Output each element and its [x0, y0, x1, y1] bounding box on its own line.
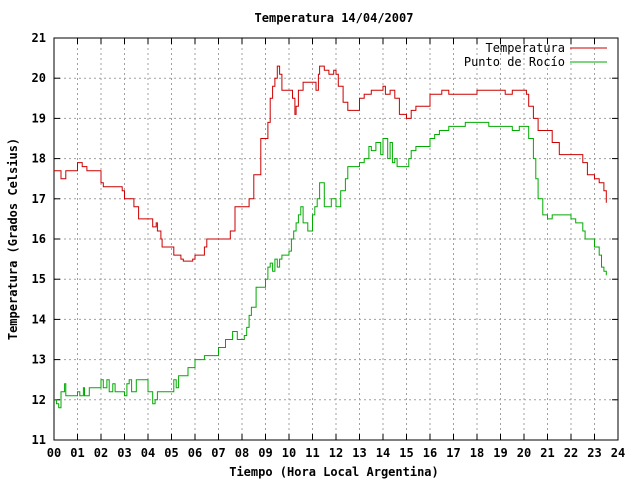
x-tick-label: 08: [235, 446, 249, 460]
y-tick-label: 13: [32, 353, 46, 367]
legend-label-temperatura: Temperatura: [486, 41, 565, 55]
y-tick-label: 18: [32, 152, 46, 166]
chart-title: Temperatura 14/04/2007: [255, 11, 414, 25]
x-tick-label: 13: [352, 446, 366, 460]
y-axis-label: Temperatura (Grados Celsius): [6, 138, 20, 340]
legend-label-punto-de-rocio: Punto de Rocío: [464, 55, 565, 69]
x-tick-label: 03: [117, 446, 131, 460]
x-tick-label: 17: [446, 446, 460, 460]
x-tick-label: 02: [94, 446, 108, 460]
x-tick-label: 10: [282, 446, 296, 460]
legend: Temperatura Punto de Rocío: [464, 41, 607, 69]
x-tick-label: 15: [399, 446, 413, 460]
x-tick-label: 18: [470, 446, 484, 460]
series-line-punto-de-rocio: [54, 121, 607, 409]
x-tick-label: 09: [258, 446, 272, 460]
y-axis: 11 12 13 14 15 16 17 18 19 20 21: [32, 31, 618, 447]
y-tick-label: 12: [32, 393, 46, 407]
y-tick-label: 11: [32, 433, 46, 447]
y-tick-label: 15: [32, 272, 46, 286]
x-axis: 00 01 02 03 04 05 06 07 08 09 10 11 12 13 14 15 16 17 18 19…: [47, 38, 625, 460]
x-tick-label: 05: [164, 446, 178, 460]
x-tick-label: 23: [587, 446, 601, 460]
y-tick-label: 21: [32, 31, 46, 45]
series-line-temperatura: [54, 65, 607, 262]
y-tick-label: 14: [32, 312, 46, 326]
x-tick-label: 00: [47, 446, 61, 460]
series-lines: [54, 65, 607, 409]
x-tick-label: 14: [376, 446, 390, 460]
y-tick-label: 16: [32, 232, 46, 246]
x-tick-label: 24: [611, 446, 625, 460]
y-tick-label: 20: [32, 71, 46, 85]
x-tick-label: 11: [305, 446, 319, 460]
grid-lines: [54, 38, 618, 440]
y-tick-label: 17: [32, 192, 46, 206]
x-tick-label: 01: [70, 446, 84, 460]
x-tick-label: 22: [564, 446, 578, 460]
x-tick-label: 07: [211, 446, 225, 460]
x-tick-label: 16: [423, 446, 437, 460]
x-tick-label: 21: [540, 446, 554, 460]
x-tick-label: 20: [517, 446, 531, 460]
x-tick-label: 06: [188, 446, 202, 460]
x-tick-label: 12: [329, 446, 343, 460]
x-axis-label: Tiempo (Hora Local Argentina): [229, 465, 439, 479]
x-tick-label: 19: [493, 446, 507, 460]
y-tick-label: 19: [32, 111, 46, 125]
x-tick-label: 04: [141, 446, 155, 460]
